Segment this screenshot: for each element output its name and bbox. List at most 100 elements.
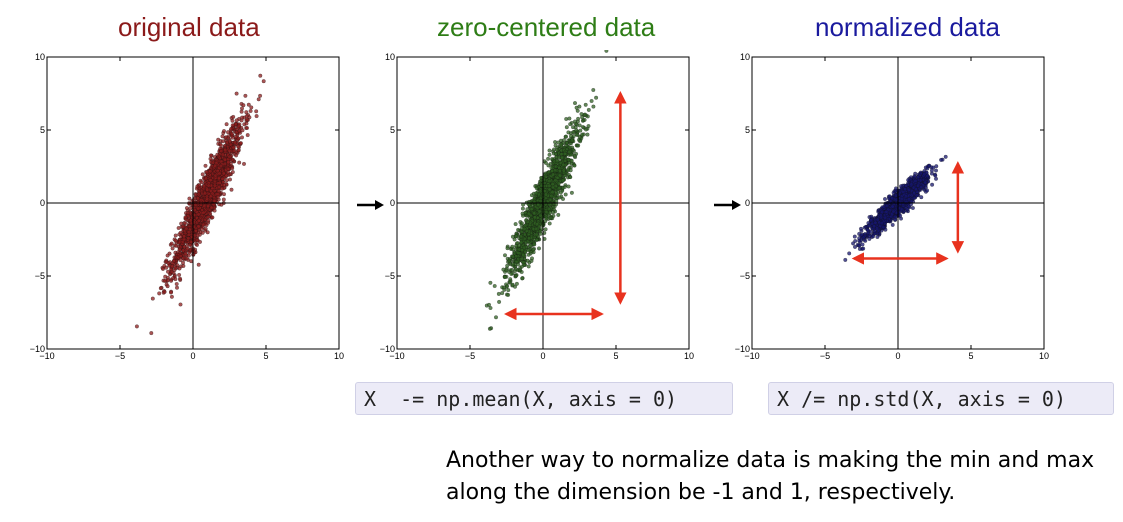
scatter-point bbox=[208, 178, 213, 183]
scatter-point bbox=[188, 206, 193, 211]
scatter-point bbox=[528, 243, 533, 248]
y-tick-label: −5 bbox=[385, 271, 395, 281]
scatter-point bbox=[525, 207, 530, 212]
x-tick-label: 0 bbox=[190, 351, 195, 361]
scatter-point bbox=[890, 222, 895, 227]
scatter-point bbox=[206, 214, 211, 219]
scatter-point bbox=[227, 154, 232, 159]
scatter-point bbox=[186, 236, 191, 241]
scatter-point bbox=[174, 281, 179, 286]
scatter-point bbox=[907, 197, 912, 202]
scatter-point bbox=[210, 215, 215, 220]
scatter-point bbox=[872, 224, 877, 229]
scatter-point bbox=[902, 187, 907, 192]
scatter-point bbox=[556, 181, 561, 186]
scatter-point bbox=[520, 276, 525, 281]
scatter-point bbox=[204, 196, 209, 201]
scatter-point bbox=[544, 216, 549, 221]
scatter-point bbox=[203, 226, 208, 231]
scatter-point bbox=[549, 193, 554, 198]
scatter-point bbox=[187, 196, 192, 201]
scatter-point bbox=[591, 88, 596, 93]
scatter-point bbox=[516, 257, 521, 262]
scatter-point bbox=[583, 102, 588, 107]
scatter-point bbox=[220, 152, 225, 157]
scatter-point bbox=[913, 187, 918, 192]
scatter-point bbox=[208, 153, 213, 158]
scatter-point bbox=[174, 243, 179, 248]
scatter-point bbox=[913, 178, 918, 183]
scatter-point bbox=[238, 141, 243, 146]
scatter-point bbox=[224, 122, 229, 127]
scatter-point bbox=[177, 247, 182, 252]
scatter-point bbox=[514, 281, 519, 286]
scatter-point bbox=[509, 267, 514, 272]
scatter-point bbox=[202, 203, 207, 208]
scatter-point bbox=[232, 140, 237, 145]
scatter-point bbox=[559, 152, 564, 157]
scatter-point bbox=[213, 163, 218, 168]
scatter-point bbox=[904, 183, 909, 188]
scatter-point bbox=[500, 291, 505, 296]
scatter-point bbox=[246, 102, 251, 107]
scatter-point bbox=[165, 253, 170, 258]
scatter-point bbox=[180, 224, 185, 229]
scatter-point bbox=[543, 160, 548, 165]
y-tick-label: 0 bbox=[390, 198, 395, 208]
scatter-point bbox=[566, 130, 571, 135]
scatter-point bbox=[567, 116, 572, 121]
scatter-point bbox=[534, 226, 539, 231]
x-tick-label: 0 bbox=[895, 351, 900, 361]
scatter-point bbox=[582, 112, 587, 117]
scatter-point bbox=[556, 155, 561, 160]
y-tick-label: −10 bbox=[30, 344, 45, 354]
scatter-point bbox=[184, 226, 189, 231]
scatter-point bbox=[510, 234, 515, 239]
scatter-point bbox=[178, 302, 183, 307]
scatter-point bbox=[589, 99, 594, 104]
scatter-point bbox=[546, 156, 551, 161]
scatter-point bbox=[189, 259, 194, 264]
scatter-point bbox=[182, 244, 187, 249]
scatter-point bbox=[874, 226, 879, 231]
scatter-point bbox=[196, 224, 201, 229]
scatter-point bbox=[241, 161, 246, 166]
scatter-point bbox=[507, 258, 512, 263]
scatter-point bbox=[534, 186, 539, 191]
scatter-point bbox=[574, 128, 579, 133]
scatter-point bbox=[537, 209, 542, 214]
scatter-point bbox=[564, 140, 569, 145]
scatter-point bbox=[520, 211, 525, 216]
scatter-point bbox=[184, 256, 189, 261]
scatter-point bbox=[184, 206, 189, 211]
scatter-point bbox=[580, 132, 585, 137]
scatter-point bbox=[170, 246, 175, 251]
scatter-point bbox=[526, 236, 531, 241]
y-tick-label: 0 bbox=[745, 198, 750, 208]
x-tick-label: −10 bbox=[389, 351, 404, 361]
scatter-point bbox=[206, 218, 211, 223]
scatter-point bbox=[221, 171, 226, 176]
scatter-point bbox=[569, 158, 574, 163]
scatter-point bbox=[539, 175, 544, 180]
scatter-point bbox=[178, 254, 183, 259]
scatter-point bbox=[229, 126, 234, 131]
scatter-point bbox=[195, 233, 200, 238]
scatter-point bbox=[244, 125, 249, 130]
scatter-point bbox=[532, 215, 537, 220]
scatter-point bbox=[519, 240, 524, 245]
scatter-point bbox=[569, 190, 574, 195]
scatter-point bbox=[505, 246, 510, 251]
scatter-point bbox=[554, 198, 559, 203]
scatter-point bbox=[536, 246, 541, 251]
scatter-point bbox=[852, 244, 857, 249]
scatter-point bbox=[220, 186, 225, 191]
scatter-point bbox=[248, 109, 253, 114]
scatter-point bbox=[546, 163, 551, 168]
code-zero-center: X -= np.mean(X, axis = 0) bbox=[355, 382, 733, 415]
scatter-point bbox=[225, 166, 230, 171]
scatter-point bbox=[568, 134, 573, 139]
scatter-point bbox=[234, 91, 239, 96]
scatter-point bbox=[521, 260, 526, 265]
x-tick-label: −10 bbox=[744, 351, 759, 361]
